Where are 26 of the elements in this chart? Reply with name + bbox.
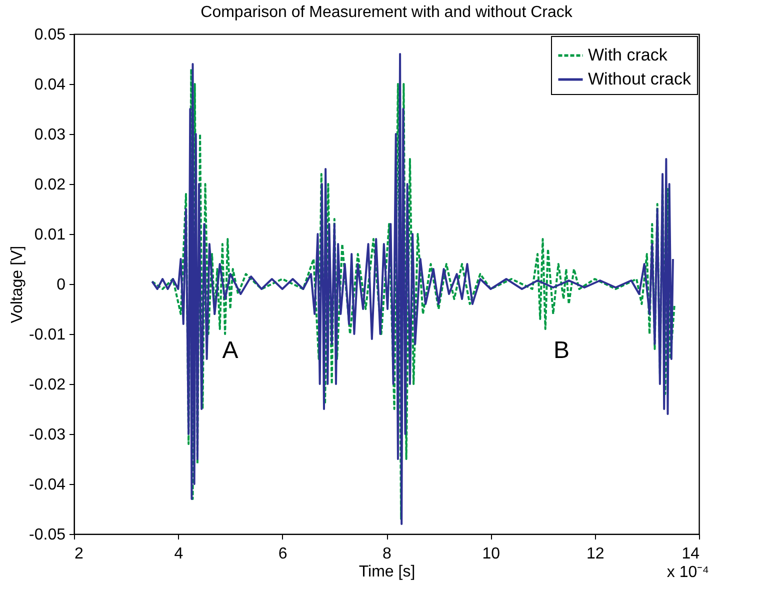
legend-label: With crack bbox=[588, 46, 668, 64]
y-tick-label: 0.05 bbox=[34, 26, 66, 44]
x-tick-label: 8 bbox=[382, 546, 392, 562]
x-tick-label: 10 bbox=[482, 546, 500, 562]
annotation: A bbox=[222, 337, 238, 364]
y-tick-label: 0 bbox=[56, 276, 66, 294]
x-tick-label: 2 bbox=[74, 546, 84, 562]
y-axis-title: Voltage [V] bbox=[9, 246, 26, 324]
x-tick-label: 4 bbox=[174, 546, 184, 562]
x-tick-label: 6 bbox=[278, 546, 288, 562]
y-tick-label: -0.03 bbox=[29, 426, 66, 444]
y-tick-label: 0.04 bbox=[34, 76, 66, 94]
y-tick-label: -0.01 bbox=[29, 326, 66, 344]
legend-label: Without crack bbox=[588, 70, 692, 88]
y-tick-label: -0.04 bbox=[29, 476, 66, 494]
y-tick-label: 0.01 bbox=[34, 226, 66, 244]
x-tick-label: 12 bbox=[586, 546, 604, 562]
y-tick-label: 0.02 bbox=[34, 176, 66, 194]
y-tick-label: -0.02 bbox=[29, 376, 66, 394]
x-tick-label: 14 bbox=[682, 546, 700, 562]
y-tick-label: -0.05 bbox=[29, 526, 66, 544]
annotation: B bbox=[553, 337, 570, 364]
chart-title: Comparison of Measurement with and without Crack bbox=[200, 4, 574, 21]
y-tick-label: 0.03 bbox=[34, 126, 66, 144]
x-axis-title: Time [s] bbox=[358, 564, 416, 580]
text: x 10⁻⁴ bbox=[666, 564, 710, 581]
